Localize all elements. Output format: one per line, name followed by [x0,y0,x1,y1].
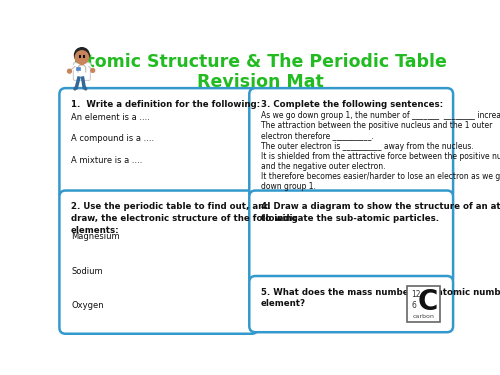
Text: Magnesium: Magnesium [71,232,120,241]
Text: 4. Draw a diagram to show the structure of an atom, include labels
to indicate t: 4. Draw a diagram to show the structure … [261,202,500,223]
Text: A mixture is a ....: A mixture is a .... [71,156,142,165]
Text: 12: 12 [411,290,421,299]
FancyBboxPatch shape [60,88,258,199]
Text: 5. What does the mass number and atomic number tell us about an
element?: 5. What does the mass number and atomic … [261,288,500,308]
Circle shape [68,69,71,73]
Text: As we go down group 1, the number of _______  ________ increase.: As we go down group 1, the number of ___… [261,111,500,120]
FancyBboxPatch shape [250,276,453,332]
Text: 6: 6 [411,301,416,310]
Text: It therefore becomes easier/harder to lose an electron as we go: It therefore becomes easier/harder to lo… [261,172,500,181]
Text: The attraction between the positive nucleus and the 1 outer: The attraction between the positive nucl… [261,122,492,130]
FancyBboxPatch shape [80,61,84,65]
FancyBboxPatch shape [250,190,453,285]
Text: carbon: carbon [412,314,434,319]
Text: 3. Complete the following sentences:: 3. Complete the following sentences: [261,100,443,109]
FancyBboxPatch shape [76,67,80,70]
Circle shape [76,51,88,64]
Text: 2. Use the periodic table to find out, and
draw, the electronic structure of the: 2. Use the periodic table to find out, a… [71,202,298,235]
FancyBboxPatch shape [60,190,258,334]
Text: Atomic Structure & The Periodic Table: Atomic Structure & The Periodic Table [73,53,447,71]
Text: Sodium: Sodium [71,267,102,276]
FancyBboxPatch shape [408,286,440,322]
Text: Revision Mat: Revision Mat [197,73,324,91]
Text: The outer electron is __________ away from the nucleus.: The outer electron is __________ away fr… [261,142,474,151]
FancyBboxPatch shape [250,88,453,199]
Circle shape [75,50,89,63]
Text: and the negative outer electron.: and the negative outer electron. [261,162,386,171]
Text: Oxygen: Oxygen [71,302,104,310]
Text: electron therefore __________.: electron therefore __________. [261,132,374,141]
Text: A compound is a ....: A compound is a .... [71,134,154,143]
FancyBboxPatch shape [74,63,90,80]
Text: C: C [418,288,438,316]
Text: It is shielded from the attractive force between the positive nucleus: It is shielded from the attractive force… [261,152,500,161]
Text: 1.  Write a definition for the following:: 1. Write a definition for the following: [71,100,260,109]
Circle shape [91,69,94,72]
Circle shape [74,48,89,62]
Text: An element is a ....: An element is a .... [71,113,150,122]
Text: down group 1.: down group 1. [261,182,316,191]
